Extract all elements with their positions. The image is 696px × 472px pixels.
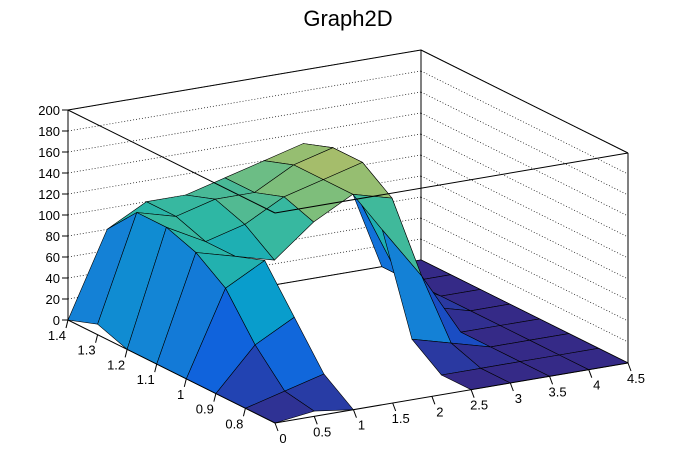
x-tick-label: 3.5 bbox=[549, 384, 567, 399]
chart-title: Graph2D bbox=[303, 6, 392, 31]
x-tick bbox=[470, 389, 475, 398]
y-tick-label: 1.4 bbox=[48, 328, 66, 343]
grid-line bbox=[420, 196, 629, 301]
x-tick bbox=[627, 362, 632, 372]
x-tick-label: 1.5 bbox=[392, 411, 410, 426]
z-tick-label: 180 bbox=[38, 124, 60, 139]
x-tick bbox=[431, 396, 436, 405]
x-tick bbox=[392, 402, 397, 412]
x-tick-label: 0 bbox=[279, 431, 286, 446]
x-tick bbox=[352, 409, 357, 418]
y-tick bbox=[213, 393, 217, 402]
x-tick bbox=[588, 369, 593, 378]
x-tick-label: 4 bbox=[593, 378, 600, 393]
x-tick bbox=[549, 376, 554, 385]
z-tick-label: 60 bbox=[46, 250, 60, 265]
x-tick-label: 2 bbox=[436, 404, 443, 419]
y-tick-label: 0.9 bbox=[196, 402, 214, 417]
grid-line bbox=[420, 112, 629, 217]
y-tick-label: 1.2 bbox=[107, 357, 125, 372]
box-edge bbox=[274, 152, 629, 214]
box-edge bbox=[67, 49, 422, 111]
grid-line bbox=[420, 238, 629, 343]
y-tick-label: 0.8 bbox=[225, 416, 243, 431]
y-tick bbox=[242, 408, 246, 417]
grid-line bbox=[420, 49, 629, 154]
box-edge bbox=[274, 362, 629, 424]
y-tick bbox=[124, 349, 128, 358]
z-tick-label: 80 bbox=[46, 229, 60, 244]
y-tick-label: 1.1 bbox=[137, 372, 155, 387]
y-tick bbox=[154, 364, 158, 373]
x-tick-label: 0.5 bbox=[313, 424, 331, 439]
z-tick-label: 0 bbox=[53, 313, 60, 328]
z-tick-label: 100 bbox=[38, 208, 60, 223]
x-tick-label: 3 bbox=[515, 391, 522, 406]
grid-line bbox=[420, 154, 629, 259]
z-tick-label: 200 bbox=[38, 103, 60, 118]
z-tick-label: 160 bbox=[38, 145, 60, 160]
x-tick-label: 4.5 bbox=[627, 371, 645, 386]
z-tick-label: 40 bbox=[46, 271, 60, 286]
x-tick bbox=[313, 416, 318, 425]
z-tick-label: 20 bbox=[46, 292, 60, 307]
grid-line bbox=[420, 133, 629, 238]
x-tick-label: 1 bbox=[358, 418, 365, 433]
y-tick bbox=[65, 319, 69, 329]
y-tick bbox=[95, 334, 99, 343]
x-tick bbox=[274, 422, 279, 432]
grid-line bbox=[420, 70, 629, 175]
grid-line bbox=[420, 91, 629, 196]
grid-line bbox=[420, 217, 629, 322]
x-tick-label: 2.5 bbox=[470, 398, 488, 413]
z-tick-label: 140 bbox=[38, 166, 60, 181]
box-edge bbox=[67, 319, 276, 424]
x-tick bbox=[509, 382, 514, 392]
box-edge bbox=[67, 109, 276, 214]
y-tick-label: 1.3 bbox=[77, 343, 95, 358]
z-tick-label: 120 bbox=[38, 187, 60, 202]
y-tick bbox=[183, 378, 187, 387]
y-tick-label: 1 bbox=[177, 387, 184, 402]
grid-line bbox=[420, 175, 629, 280]
